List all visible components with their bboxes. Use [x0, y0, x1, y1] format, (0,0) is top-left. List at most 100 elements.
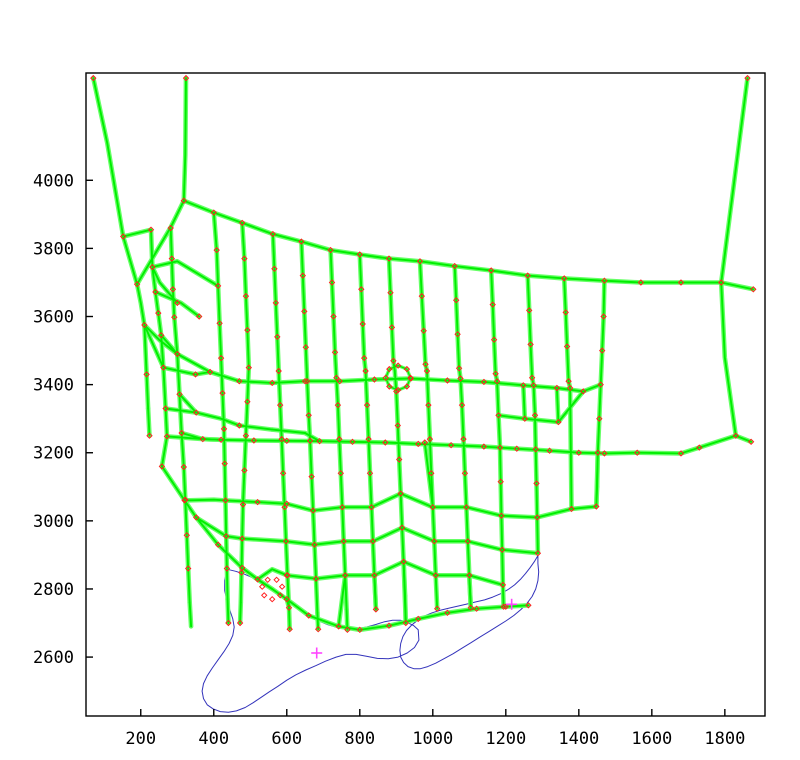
network-node-marker: [90, 74, 97, 82]
network-node-marker: [500, 603, 507, 610]
road-link: [734, 434, 753, 443]
network-node-marker: [217, 354, 225, 362]
road-link: [154, 291, 160, 315]
network-node-marker: [403, 365, 411, 373]
network-node-marker: [750, 286, 757, 293]
network-node-marker: [429, 503, 437, 511]
network-node-marker: [268, 595, 276, 603]
road-link: [402, 560, 437, 577]
road-link: [307, 614, 340, 628]
network-node-marker: [242, 292, 250, 300]
road-link: [224, 499, 259, 504]
road-link: [246, 366, 250, 403]
network-node-marker: [498, 512, 505, 519]
network-node-marker: [487, 267, 495, 274]
road-link: [499, 446, 502, 483]
road-link: [341, 506, 345, 543]
network-node-marker: [274, 333, 281, 341]
road-link: [501, 583, 505, 608]
road-link: [532, 384, 536, 417]
road-link: [178, 393, 198, 414]
y-axis-tick-label: 2600: [33, 648, 74, 668]
network-node-marker: [382, 439, 389, 446]
road-link: [582, 383, 602, 393]
network-node-marker: [169, 286, 177, 293]
road-link: [603, 451, 639, 455]
network-node-marker: [183, 531, 191, 539]
x-axis-tick-label: 400: [198, 729, 229, 749]
network-node-marker: [423, 367, 431, 375]
network-node-marker: [521, 415, 529, 422]
road-link: [396, 424, 401, 461]
network-node-marker: [363, 401, 371, 409]
road-link: [241, 537, 287, 543]
axis-ticks-layer: [86, 179, 726, 716]
road-link: [195, 516, 228, 538]
x-axis-tick-label: 1000: [412, 729, 453, 749]
network-node-marker: [264, 576, 271, 584]
road-link: [285, 574, 317, 580]
network-node-marker: [244, 326, 251, 334]
network-node-marker: [553, 384, 561, 392]
road-link: [358, 253, 363, 291]
network-node-marker: [598, 347, 606, 354]
network-node-marker: [637, 279, 645, 286]
road-link: [522, 384, 526, 420]
network-node-marker: [356, 626, 364, 634]
road-link: [285, 598, 290, 609]
road-link: [523, 417, 560, 424]
road-link: [195, 411, 241, 427]
road-link: [409, 377, 449, 382]
road-link: [427, 404, 431, 441]
y-axis-tick-labels: 2600 2800 3000 3200 3400 3600 3800 4000: [33, 171, 74, 668]
road-link: [170, 257, 174, 291]
network-node-marker: [464, 538, 472, 545]
network-node-marker: [480, 443, 488, 450]
road-link: [300, 240, 304, 277]
road-link: [598, 383, 602, 420]
network-node-marker: [463, 503, 470, 511]
road-link: [345, 608, 349, 631]
road-link: [176, 353, 212, 373]
network-node-marker: [525, 307, 533, 314]
network-node-marker: [236, 377, 243, 385]
road-link: [468, 574, 472, 609]
road-link: [162, 366, 197, 376]
road-link: [244, 295, 249, 332]
network-node-marker: [566, 384, 574, 392]
road-link: [564, 311, 569, 348]
road-link: [271, 380, 306, 384]
network-node-marker: [531, 412, 539, 419]
network-node-marker: [268, 379, 276, 387]
road-link: [306, 380, 310, 417]
road-link: [285, 502, 315, 512]
network-node-marker: [333, 374, 340, 382]
network-node-marker: [271, 265, 278, 273]
road-link: [246, 329, 250, 369]
network-node-marker: [597, 381, 604, 388]
network-node-marker: [276, 401, 284, 409]
road-link: [166, 435, 204, 441]
network-node-marker: [285, 604, 293, 611]
road-link: [504, 604, 530, 608]
network-node-marker: [167, 224, 174, 232]
network-node-marker: [407, 374, 414, 382]
road-link: [338, 438, 342, 475]
network-node-marker: [563, 343, 571, 350]
road-link: [446, 379, 485, 383]
road-link: [217, 284, 221, 325]
road-link: [388, 257, 392, 294]
road-link: [453, 265, 458, 302]
road-link: [329, 249, 333, 284]
road-link: [419, 260, 423, 298]
network-node-marker: [301, 377, 309, 385]
road-link: [534, 414, 537, 451]
network-node-marker: [239, 501, 247, 508]
network-node-marker: [533, 514, 541, 521]
road-link: [238, 380, 274, 384]
road-link: [497, 414, 526, 420]
network-node-marker: [192, 514, 200, 521]
network-node-marker: [155, 309, 162, 317]
network-node-marker: [299, 272, 307, 279]
